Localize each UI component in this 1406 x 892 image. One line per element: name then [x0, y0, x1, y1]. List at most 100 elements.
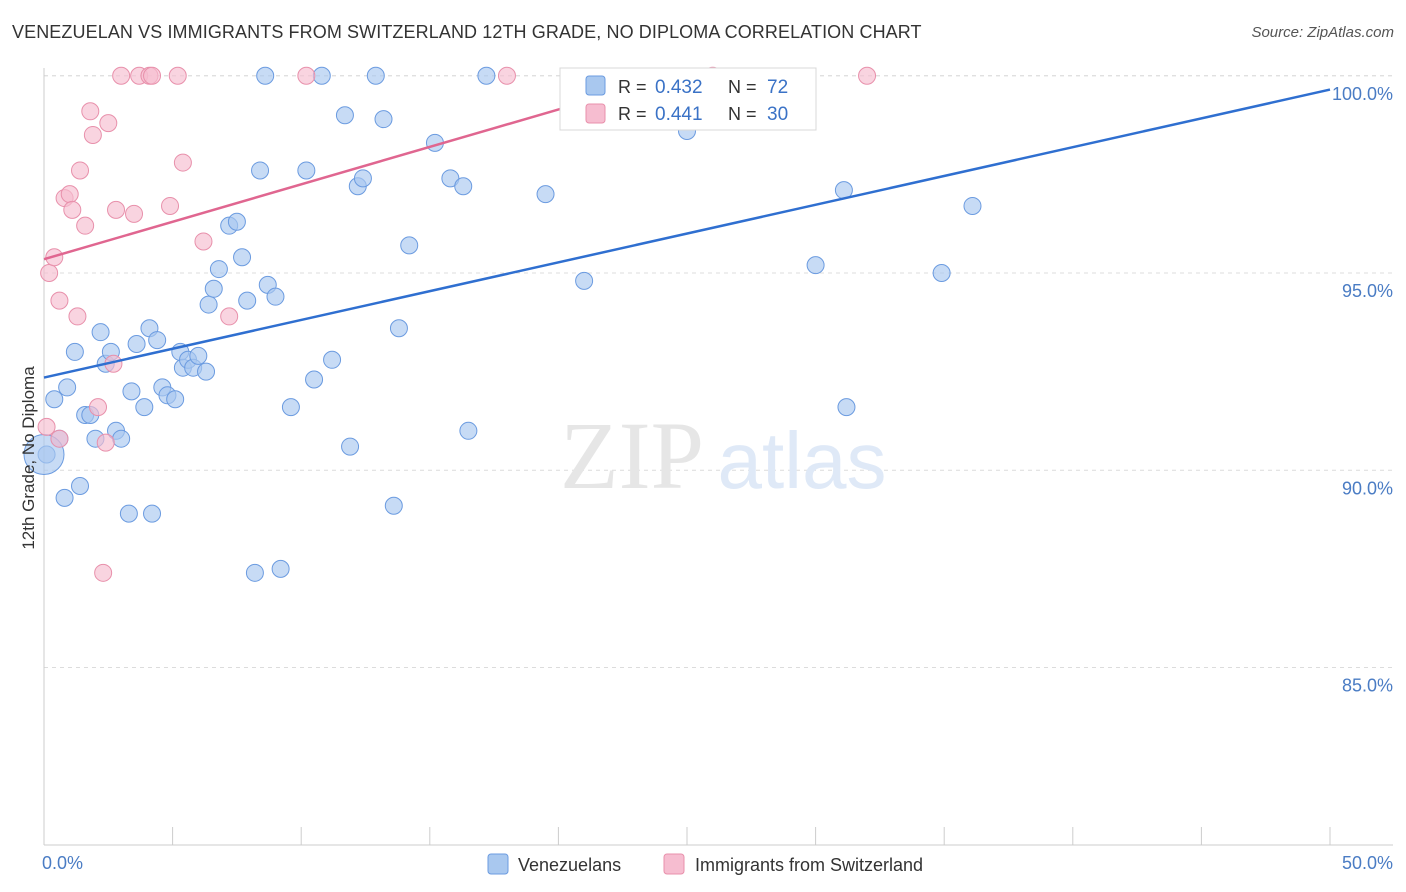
legend-bottom-label-switzerland: Immigrants from Switzerland [695, 855, 923, 875]
point-switzerland [99, 114, 118, 133]
point-venezuelans [233, 248, 252, 267]
point-switzerland [125, 204, 144, 223]
point-venezuelans [199, 295, 218, 314]
legend-bottom-swatch-switzerland [663, 853, 685, 875]
grid-lines [44, 75, 1393, 668]
point-venezuelans [575, 271, 594, 290]
point-venezuelans [312, 66, 331, 85]
watermark: ZIP atlas [560, 402, 886, 509]
point-venezuelans [227, 212, 246, 231]
point-venezuelans [55, 488, 74, 507]
point-switzerland [220, 307, 239, 326]
legend-r-label-2: R = [618, 104, 647, 124]
point-venezuelans [297, 161, 316, 180]
point-venezuelans [281, 398, 300, 417]
point-switzerland [143, 66, 162, 85]
legend-r-value-2: 0.441 [655, 104, 703, 125]
point-venezuelans [148, 331, 167, 350]
point-switzerland [76, 216, 95, 235]
point-venezuelans [305, 370, 324, 389]
y-tick-label: 100.0% [1332, 84, 1393, 104]
point-venezuelans [266, 287, 285, 306]
point-venezuelans [119, 504, 138, 523]
legend-bottom-label-venezuelans: Venezuelans [518, 855, 621, 875]
point-venezuelans [45, 390, 64, 409]
watermark-atlas: atlas [718, 416, 887, 505]
point-venezuelans [323, 350, 342, 369]
point-switzerland [63, 200, 82, 219]
point-venezuelans [209, 260, 228, 279]
point-switzerland [297, 66, 316, 85]
point-switzerland [858, 66, 877, 85]
point-switzerland [50, 291, 69, 310]
point-switzerland [112, 66, 131, 85]
point-switzerland [107, 200, 126, 219]
legend-swatch-switzerland [585, 103, 606, 124]
legend-n-value-2: 30 [767, 104, 788, 125]
legend-n-label-2: N = [728, 104, 757, 124]
x-tick-labels: 0.0% 50.0% [42, 853, 1393, 873]
point-venezuelans [238, 291, 257, 310]
point-venezuelans [245, 563, 264, 582]
point-venezuelans [341, 437, 360, 456]
y-tick-labels: 100.0% 95.0% 90.0% 85.0% [1332, 84, 1393, 696]
x-tick-label: 0.0% [42, 853, 83, 873]
legend-series: Venezuelans Immigrants from Switzerland [487, 853, 923, 875]
legend-bottom-swatch-venezuelans [487, 853, 509, 875]
point-switzerland [40, 264, 59, 283]
point-switzerland [71, 161, 90, 180]
point-venezuelans [366, 66, 385, 85]
point-venezuelans [459, 421, 478, 440]
point-venezuelans [127, 335, 146, 354]
y-tick-label: 90.0% [1342, 478, 1393, 498]
legend-r-value-1: 0.432 [655, 77, 703, 98]
data-points [23, 66, 982, 582]
point-switzerland [161, 196, 180, 215]
point-venezuelans [58, 378, 77, 397]
point-venezuelans [251, 161, 270, 180]
point-switzerland [50, 429, 69, 448]
point-venezuelans [65, 342, 84, 361]
point-switzerland [96, 433, 115, 452]
point-switzerland [81, 102, 100, 121]
point-venezuelans [536, 185, 555, 204]
point-switzerland [173, 153, 192, 172]
point-switzerland [60, 185, 79, 204]
legend-n-label-1: N = [728, 77, 757, 97]
point-venezuelans [256, 66, 275, 85]
point-venezuelans [197, 362, 216, 381]
y-tick-label: 95.0% [1342, 281, 1393, 301]
chart-title: VENEZUELAN VS IMMIGRANTS FROM SWITZERLAN… [12, 22, 922, 42]
point-venezuelans [135, 398, 154, 417]
point-switzerland [168, 66, 187, 85]
legend-r-label-1: R = [618, 77, 647, 97]
point-switzerland [497, 66, 516, 85]
point-venezuelans [441, 169, 460, 188]
legend-n-value-1: 72 [767, 77, 788, 98]
point-venezuelans [271, 559, 290, 578]
point-venezuelans [335, 106, 354, 125]
point-venezuelans [166, 390, 185, 409]
point-venezuelans [806, 256, 825, 275]
point-venezuelans [189, 346, 208, 365]
point-venezuelans [122, 382, 141, 401]
y-axis-title: 12th Grade, No Diploma [19, 366, 38, 550]
point-venezuelans [112, 429, 131, 448]
point-venezuelans [837, 398, 856, 417]
legend-correlation: R = 0.432 N = 72 R = 0.441 N = 30 [559, 67, 817, 131]
point-venezuelans [71, 477, 90, 496]
x-tick-label: 50.0% [1342, 853, 1393, 873]
point-venezuelans [143, 504, 162, 523]
point-switzerland [37, 417, 56, 436]
trend-line-venezuelans [43, 88, 1331, 379]
point-venezuelans [384, 496, 403, 515]
point-venezuelans [400, 236, 419, 255]
point-venezuelans [204, 279, 223, 298]
point-venezuelans [477, 66, 496, 85]
point-venezuelans [389, 319, 408, 338]
point-switzerland [194, 232, 213, 251]
point-switzerland [89, 398, 108, 417]
y-tick-label: 85.0% [1342, 675, 1393, 695]
point-switzerland [68, 307, 87, 326]
